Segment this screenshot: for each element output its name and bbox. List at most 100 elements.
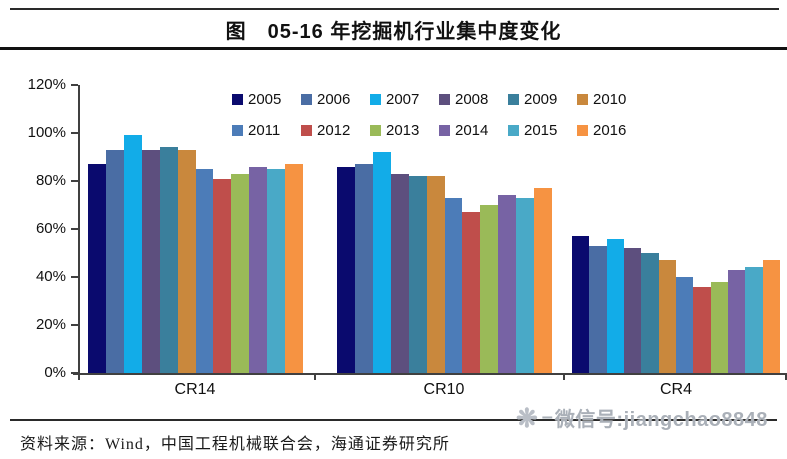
legend-item-2013: 2013 <box>370 122 439 139</box>
bar-2006-cr14 <box>105 149 124 373</box>
bar-2016-cr4 <box>762 260 780 373</box>
legend-swatch-icon <box>508 94 519 105</box>
bar-2015-cr14 <box>267 169 286 373</box>
bar-2013-cr10 <box>480 205 499 373</box>
watermark: ❋ – 微信号:jiangchao8848 <box>516 403 768 432</box>
bar-2005-cr4 <box>572 236 590 373</box>
y-axis-line <box>78 85 80 374</box>
legend-item-2010: 2010 <box>577 91 646 108</box>
legend-item-2016: 2016 <box>577 122 646 139</box>
legend-label: 2015 <box>524 122 558 139</box>
legend-label: 2011 <box>248 122 281 139</box>
legend-swatch-icon <box>577 94 588 105</box>
legend-swatch-icon <box>301 94 312 105</box>
legend-swatch-icon <box>232 125 243 136</box>
legend-label: 2009 <box>524 91 558 108</box>
category-label-cr10: CR10 <box>423 381 465 398</box>
legend-item-2014: 2014 <box>439 122 508 139</box>
legend-swatch-icon <box>577 125 588 136</box>
starburst-icon: ❋ <box>516 402 538 433</box>
bar-group-cr14 <box>88 85 304 373</box>
bar-2014-cr10 <box>498 195 517 373</box>
y-tick-label: 100% <box>27 124 66 141</box>
bar-2007-cr14 <box>123 135 142 373</box>
bar-2008-cr14 <box>141 149 160 373</box>
legend-label: 2012 <box>317 122 351 139</box>
y-tick-label: 60% <box>35 220 66 237</box>
legend-row-2: 2011 2012 2013 2014 2015 2016 <box>232 122 646 139</box>
bar-2010-cr4 <box>658 260 676 373</box>
legend-swatch-icon <box>439 125 450 136</box>
figure-title: 图 05-16 年挖掘机行业集中度变化 <box>225 21 562 43</box>
bar-2009-cr10 <box>408 176 427 373</box>
top-divider <box>10 8 779 10</box>
y-tick-mark <box>71 276 78 278</box>
bar-2013-cr14 <box>231 173 250 373</box>
bar-2015-cr10 <box>516 197 535 373</box>
bar-2015-cr4 <box>745 267 763 373</box>
source-note: 资料来源：Wind，中国工程机械联合会，海通证券研究所 <box>20 436 450 453</box>
bar-2011-cr10 <box>444 197 463 373</box>
y-tick-mark <box>71 132 78 134</box>
title-divider <box>0 47 787 50</box>
legend-swatch-icon <box>508 125 519 136</box>
bar-2009-cr4 <box>641 253 659 373</box>
x-tick-mark <box>563 374 565 380</box>
watermark-text: 微信号:jiangchao8848 <box>554 409 768 431</box>
x-tick-mark <box>314 374 316 380</box>
legend-item-2012: 2012 <box>301 122 370 139</box>
legend-label: 2016 <box>593 122 627 139</box>
bar-group-cr4 <box>572 85 780 373</box>
y-tick-label: 40% <box>35 268 66 285</box>
bar-2016-cr14 <box>285 164 304 373</box>
bar-2005-cr10 <box>337 166 355 373</box>
bar-2005-cr14 <box>88 164 106 373</box>
legend-label: 2013 <box>386 122 420 139</box>
legend-item-2008: 2008 <box>439 91 508 108</box>
bar-2012-cr4 <box>693 286 711 373</box>
legend-item-2006: 2006 <box>301 91 370 108</box>
bar-2013-cr4 <box>710 281 728 373</box>
legend-swatch-icon <box>232 94 243 105</box>
watermark-dash: – <box>541 406 553 428</box>
bar-2006-cr4 <box>589 245 607 373</box>
legend-item-2007: 2007 <box>370 91 439 108</box>
y-tick-mark <box>71 84 78 86</box>
bar-2008-cr10 <box>390 173 409 373</box>
bar-group-cr10 <box>337 85 553 373</box>
legend-item-2005: 2005 <box>232 91 301 108</box>
bar-2014-cr14 <box>249 166 268 373</box>
bottom-divider <box>10 419 777 421</box>
category-label-cr14: CR14 <box>174 381 216 398</box>
legend-label: 2008 <box>455 91 489 108</box>
y-tick-mark <box>71 180 78 182</box>
category-label-cr4: CR4 <box>659 381 692 398</box>
legend-label: 2007 <box>386 91 420 108</box>
y-tick-mark <box>71 228 78 230</box>
x-axis-line <box>73 373 787 375</box>
y-tick-mark <box>71 324 78 326</box>
legend-swatch-icon <box>370 94 381 105</box>
bar-2012-cr14 <box>213 178 232 373</box>
bar-2012-cr10 <box>462 212 481 373</box>
legend-item-2009: 2009 <box>508 91 577 108</box>
bar-2007-cr10 <box>372 152 391 373</box>
x-tick-mark <box>785 374 787 380</box>
legend-label: 2005 <box>248 91 282 108</box>
bar-2016-cr10 <box>534 188 553 373</box>
y-tick-label: 20% <box>35 316 66 333</box>
legend-swatch-icon <box>301 125 312 136</box>
x-tick-mark <box>78 374 80 380</box>
bar-2010-cr10 <box>426 176 445 373</box>
bar-2011-cr4 <box>675 277 694 373</box>
bar-2014-cr4 <box>727 269 746 373</box>
bar-2011-cr14 <box>195 169 214 373</box>
y-tick-label: 80% <box>35 172 66 189</box>
legend-label: 2006 <box>317 91 351 108</box>
bar-2007-cr4 <box>606 238 624 373</box>
bar-2006-cr10 <box>354 164 373 373</box>
y-tick-label: 120% <box>27 76 66 93</box>
legend-swatch-icon <box>439 94 450 105</box>
